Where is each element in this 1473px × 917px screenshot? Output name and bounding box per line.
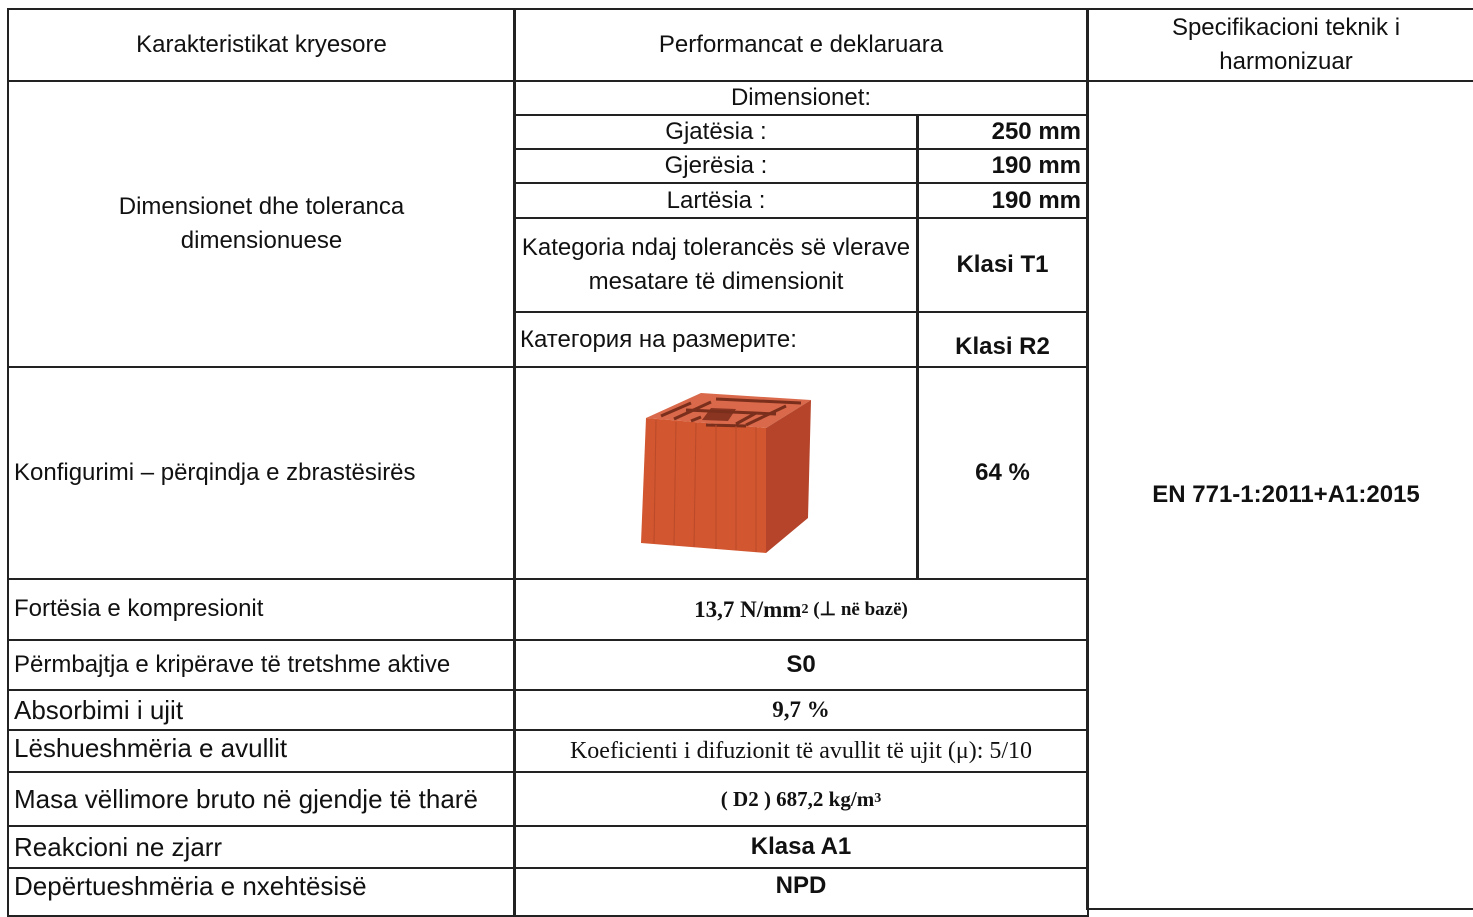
dim-value: 250 mm [916, 114, 1089, 150]
row-label: Masa vëllimore bruto në gjendje të tharë [7, 771, 516, 827]
row-label: Depërtueshmëria e nxehtësisë [7, 867, 516, 917]
value-text: 13,7 N/mm [694, 596, 802, 622]
image-cell [513, 366, 919, 580]
dim-value: 190 mm [916, 182, 1089, 219]
row-label: Konfigurimi – përqindja e zbrastësirës [7, 366, 516, 580]
dim-value: Klasi T1 [916, 217, 1089, 313]
dim-value: 190 mm [916, 148, 1089, 184]
row-value: S0 [513, 639, 1089, 691]
value-cell: 64 % [916, 366, 1089, 580]
dim-value: Klasi R2 [916, 311, 1089, 368]
row-label: Dimensionet dhe toleranca dimensionuese [7, 80, 516, 368]
row-value: 9,7 % [513, 689, 1089, 731]
row-value: Koeficienti i difuzionit të avullit të u… [513, 729, 1089, 773]
value-text: ( D2 ) 687,2 kg/m [720, 787, 875, 811]
row-value: ( D2 ) 687,2 kg/m 3 [513, 771, 1089, 827]
dim-label: Lartësia : [513, 182, 919, 219]
brick-image [641, 393, 811, 553]
header-cell: Specifikacioni teknik i harmonizuar [1086, 8, 1473, 82]
dim-label: Gjatësia : [513, 114, 919, 150]
spec-cell: EN 771-1:2011+A1:2015 [1086, 80, 1473, 910]
row-label: Përmbajtja e kripërave të tretshme aktiv… [7, 639, 516, 691]
header-cell: Karakteristikat kryesore [7, 8, 516, 82]
row-value: 13,7 N/mm 2 (⊥ në bazë) [513, 578, 1089, 641]
dim-label: Kategoria ndaj tolerancës së vlerave mes… [513, 217, 919, 313]
dim-label: Gjerësia : [513, 148, 919, 184]
header-cell: Performancat e deklaruara [513, 8, 1089, 82]
row-label: Fortësia e kompresionit [7, 578, 516, 641]
row-label: Lëshueshmëria e avullit [7, 729, 516, 773]
row-label: Reakcioni ne zjarr [7, 825, 516, 869]
row-value: NPD [513, 867, 1089, 917]
row-label: Absorbimi i ujit [7, 689, 516, 731]
dim-title: Dimensionet: [513, 80, 1089, 116]
row-value: Klasa A1 [513, 825, 1089, 869]
value-suffix: (⊥ në bazë) [808, 598, 908, 620]
dim-label: Категория на размерите: [513, 311, 919, 368]
